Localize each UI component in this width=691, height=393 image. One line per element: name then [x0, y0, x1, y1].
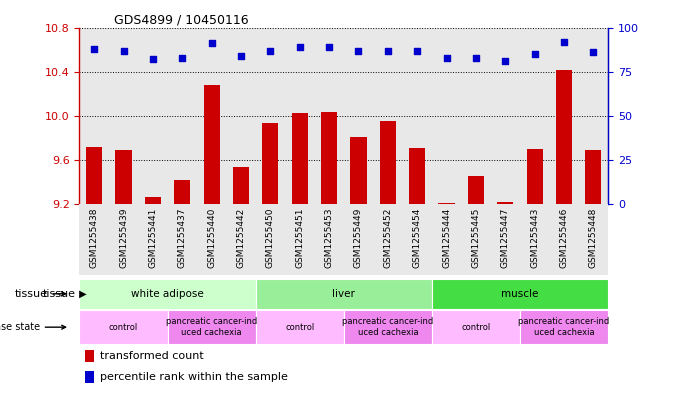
Bar [380, 121, 396, 204]
Text: muscle: muscle [501, 289, 539, 299]
Bar [79, 310, 167, 344]
Text: GSM1255454: GSM1255454 [413, 208, 422, 268]
Text: control: control [285, 323, 314, 332]
Bar [520, 310, 608, 344]
Bar [439, 203, 455, 204]
Text: transformed count: transformed count [100, 351, 203, 361]
Text: GSM1255443: GSM1255443 [530, 208, 539, 268]
Text: GSM1255444: GSM1255444 [442, 208, 451, 268]
Bar [256, 279, 432, 309]
Point [323, 44, 334, 50]
Text: percentile rank within the sample: percentile rank within the sample [100, 372, 287, 382]
Text: tissue: tissue [15, 289, 66, 299]
Bar [556, 70, 572, 204]
Point [441, 54, 452, 61]
Point [353, 47, 364, 53]
Text: GDS4899 / 10450116: GDS4899 / 10450116 [114, 14, 249, 27]
Point [118, 47, 129, 53]
Bar [263, 123, 278, 204]
Bar [79, 279, 256, 309]
Text: GSM1255448: GSM1255448 [589, 208, 598, 268]
Text: pancreatic cancer-ind
uced cachexia: pancreatic cancer-ind uced cachexia [342, 318, 433, 337]
Point [471, 54, 482, 61]
Bar [85, 371, 94, 383]
Bar [85, 350, 94, 362]
Bar [256, 310, 343, 344]
Bar [409, 148, 425, 204]
Bar [527, 149, 542, 204]
Text: ▶: ▶ [76, 289, 86, 299]
Text: GSM1255437: GSM1255437 [178, 208, 187, 268]
Point [382, 47, 393, 53]
Point [412, 47, 423, 53]
Text: GSM1255447: GSM1255447 [501, 208, 510, 268]
Text: white adipose: white adipose [131, 289, 204, 299]
Text: tissue: tissue [43, 289, 76, 299]
Text: GSM1255439: GSM1255439 [119, 208, 128, 268]
Bar [204, 85, 220, 204]
Bar [174, 180, 190, 204]
Text: control: control [462, 323, 491, 332]
Point [500, 58, 511, 64]
Point [558, 39, 569, 45]
Text: GSM1255442: GSM1255442 [236, 208, 245, 268]
Point [236, 53, 247, 59]
Text: control: control [109, 323, 138, 332]
Text: GSM1255441: GSM1255441 [149, 208, 158, 268]
Text: GSM1255449: GSM1255449 [354, 208, 363, 268]
Bar [292, 113, 307, 204]
Point [147, 56, 158, 62]
Bar [86, 147, 102, 204]
Bar [468, 176, 484, 204]
Bar [167, 310, 256, 344]
Bar [344, 310, 432, 344]
Text: pancreatic cancer-ind
uced cachexia: pancreatic cancer-ind uced cachexia [166, 318, 257, 337]
Text: disease state: disease state [0, 322, 66, 332]
Text: GSM1255453: GSM1255453 [325, 208, 334, 268]
Point [177, 54, 188, 61]
Point [588, 49, 599, 55]
Point [265, 47, 276, 53]
Text: liver: liver [332, 289, 355, 299]
Text: GSM1255451: GSM1255451 [295, 208, 304, 268]
Bar [115, 150, 131, 204]
Bar [145, 196, 161, 204]
Bar [350, 137, 366, 204]
Point [529, 51, 540, 57]
Bar [585, 150, 601, 204]
Text: GSM1255450: GSM1255450 [266, 208, 275, 268]
Text: GSM1255440: GSM1255440 [207, 208, 216, 268]
Text: pancreatic cancer-ind
uced cachexia: pancreatic cancer-ind uced cachexia [518, 318, 609, 337]
Text: GSM1255446: GSM1255446 [560, 208, 569, 268]
Text: GSM1255438: GSM1255438 [90, 208, 99, 268]
Bar [321, 112, 337, 204]
Point [88, 46, 100, 52]
Bar [233, 167, 249, 204]
Bar [79, 204, 608, 275]
Point [206, 40, 217, 47]
Point [294, 44, 305, 50]
Bar [432, 310, 520, 344]
Text: GSM1255445: GSM1255445 [471, 208, 480, 268]
Bar [498, 202, 513, 204]
Text: GSM1255452: GSM1255452 [384, 208, 392, 268]
Bar [432, 279, 608, 309]
